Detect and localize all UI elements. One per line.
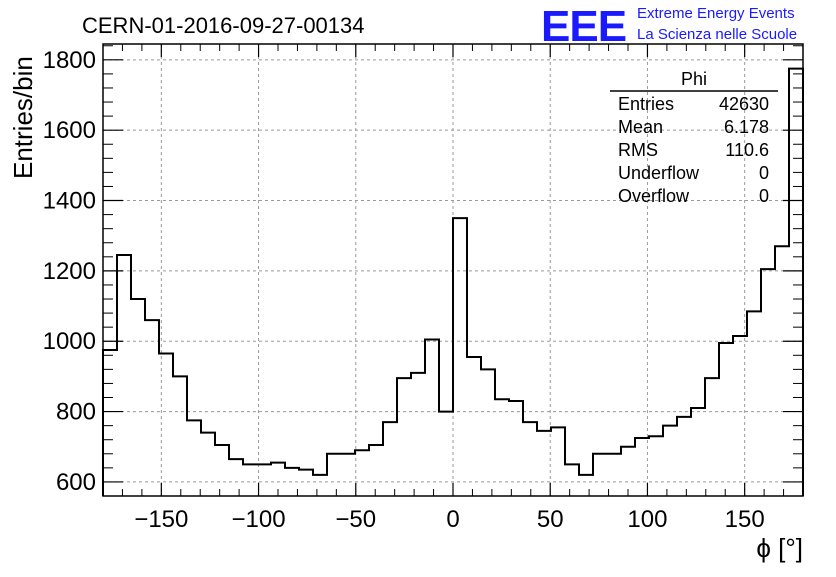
x-tick-label: 0 [446, 506, 459, 533]
histogram-bin [523, 422, 537, 496]
x-tick-label: 100 [627, 506, 667, 533]
histogram-bin [705, 378, 719, 496]
histogram-bin [663, 426, 677, 496]
histogram-bin [229, 459, 243, 496]
y-tick-label: 1400 [43, 188, 96, 215]
histogram-bin [327, 454, 341, 496]
histogram-bin [551, 427, 565, 496]
x-tick-label: 50 [537, 506, 564, 533]
y-tick-label: 1800 [43, 47, 96, 74]
histogram-bin [411, 373, 425, 496]
histogram-bin [341, 454, 355, 496]
y-axis-label: Entries/bin [8, 56, 38, 179]
histogram-bin [145, 320, 159, 496]
stats-box-title: Phi [681, 69, 707, 89]
histogram-bin [103, 350, 117, 496]
histogram-bin [607, 454, 621, 496]
stats-label-mean: Mean [618, 117, 663, 137]
histogram-bin [117, 255, 131, 496]
stats-value-entries: 42630 [719, 94, 769, 114]
histogram-bin [439, 412, 453, 496]
x-axis-label: ϕ [°] [756, 533, 803, 563]
histogram-bin [215, 445, 229, 496]
x-tick-label: −100 [232, 506, 286, 533]
logo-line-1: Extreme Energy Events [637, 5, 795, 22]
histogram-bin [453, 218, 467, 496]
stats-label-entries: Entries [618, 94, 674, 114]
stats-value-overflow: 0 [759, 186, 769, 206]
histogram-bin [187, 420, 201, 496]
histogram-bin [397, 378, 411, 496]
stats-value-underflow: 0 [759, 163, 769, 183]
histogram-bin [299, 470, 313, 496]
stats-label-rms: RMS [618, 140, 658, 160]
histogram-bin [565, 464, 579, 496]
x-tick-label: −50 [335, 506, 376, 533]
histogram-bin [383, 422, 397, 496]
histogram-bin [243, 464, 257, 496]
stats-value-mean: 6.178 [724, 117, 769, 137]
y-tick-label: 600 [56, 469, 96, 496]
histogram-bin [691, 408, 705, 496]
x-tick-label: −150 [134, 506, 188, 533]
logo-line-2: La Scienza nelle Scuole [637, 26, 797, 43]
histogram-bin [677, 417, 691, 496]
histogram-bin [761, 269, 775, 496]
axis-tick-labels: −150 −100 −50 0 50 100 150 600 800 1000 1200 1400 16… [43, 47, 765, 533]
histogram-bin [789, 69, 803, 496]
stats-value-rms: 110.6 [725, 140, 769, 160]
y-tick-label: 1200 [43, 258, 96, 285]
histogram-bin [649, 436, 663, 496]
histogram-bin [467, 357, 481, 496]
histogram-bin [775, 246, 789, 496]
y-tick-label: 1600 [43, 117, 96, 144]
histogram-bin [747, 311, 761, 496]
histogram-bin [481, 369, 495, 496]
histogram-bin [201, 433, 215, 496]
histogram-bin [425, 339, 439, 496]
x-tick-label: 150 [725, 506, 765, 533]
histogram-bin [719, 343, 733, 496]
histogram-bin [369, 445, 383, 496]
axis-ticks [102, 44, 804, 497]
run-title: CERN-01-2016-09-27-00134 [82, 13, 365, 38]
stats-label-underflow: Underflow [618, 163, 700, 183]
stats-box: Phi Entries 42630 Mean 6.178 RMS 110.6 U… [610, 69, 778, 206]
histogram-bin [131, 299, 145, 496]
histogram-outline [102, 67, 804, 496]
eee-logo-text: EEE [541, 2, 626, 51]
stats-label-overflow: Overflow [618, 186, 690, 206]
histogram-bin [537, 431, 551, 496]
histogram-bin [355, 450, 369, 496]
histogram-bin [313, 475, 327, 496]
histogram-bin [621, 447, 635, 496]
y-tick-label: 800 [56, 399, 96, 426]
histogram-bin [593, 454, 607, 496]
y-tick-label: 1000 [43, 328, 96, 355]
histogram-bin [579, 475, 593, 496]
histogram-bin [173, 376, 187, 496]
